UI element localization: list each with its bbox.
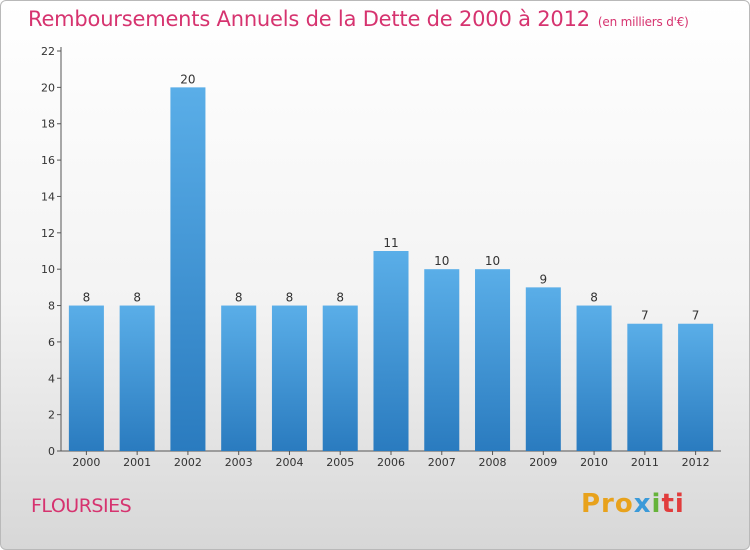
- x-tick-label: 2011: [631, 456, 659, 469]
- y-tick-label: 0: [48, 445, 55, 458]
- x-tick-label: 2006: [377, 456, 405, 469]
- bar-2006: [373, 251, 409, 451]
- chart-subtitle: (en milliers d'€): [597, 15, 689, 29]
- bar-2009: [525, 287, 561, 451]
- x-tick-label: 2000: [72, 456, 100, 469]
- bar-value-label: 8: [235, 291, 243, 305]
- y-tick-label: 14: [41, 190, 55, 203]
- x-tick-label: 2004: [275, 456, 303, 469]
- x-tick-label: 2002: [174, 456, 202, 469]
- x-tick-label: 2010: [580, 456, 608, 469]
- bar-2007: [424, 269, 460, 451]
- y-tick-label: 12: [41, 227, 55, 240]
- x-tick-label: 2009: [529, 456, 557, 469]
- y-tick-label: 6: [48, 336, 55, 349]
- bar-value-label: 8: [83, 291, 91, 305]
- y-tick-label: 4: [48, 372, 55, 385]
- bar-2003: [221, 305, 257, 451]
- bar-value-label: 7: [641, 309, 649, 323]
- bar-2012: [678, 323, 714, 451]
- proxiti-logo: Proxiti: [581, 489, 685, 519]
- bar-2011: [627, 323, 663, 451]
- x-tick-label: 2008: [479, 456, 507, 469]
- bar-value-label: 9: [539, 272, 547, 286]
- bar-2010: [576, 305, 612, 451]
- bar-value-label: 10: [434, 254, 449, 268]
- bar-value-label: 8: [286, 291, 294, 305]
- bar-value-label: 8: [133, 291, 141, 305]
- x-tick-label: 2001: [123, 456, 151, 469]
- x-tick-label: 2003: [225, 456, 253, 469]
- y-tick-label: 8: [48, 300, 55, 313]
- y-tick-label: 18: [41, 118, 55, 131]
- bar-value-label: 8: [590, 291, 598, 305]
- commune-name: FLOURSIES: [31, 495, 132, 517]
- bar-value-label: 10: [485, 254, 500, 268]
- bar-2005: [322, 305, 358, 451]
- bar-2008: [475, 269, 511, 451]
- y-tick-label: 2: [48, 409, 55, 422]
- chart-title: Remboursements Annuels de la Dette de 20…: [28, 7, 689, 31]
- bar-value-label: 8: [336, 291, 344, 305]
- y-tick-label: 22: [41, 45, 55, 58]
- bar-2001: [119, 305, 155, 451]
- y-tick-label: 10: [41, 263, 55, 276]
- x-tick-label: 2012: [682, 456, 710, 469]
- bar-2002: [170, 87, 206, 451]
- bar-value-label: 11: [383, 236, 398, 250]
- bar-value-label: 20: [180, 72, 195, 86]
- bar-2000: [68, 305, 104, 451]
- x-tick-label: 2007: [428, 456, 456, 469]
- y-tick-label: 16: [41, 154, 55, 167]
- bar-2004: [271, 305, 307, 451]
- y-tick-label: 20: [41, 81, 55, 94]
- bar-value-label: 7: [692, 309, 700, 323]
- x-tick-label: 2005: [326, 456, 354, 469]
